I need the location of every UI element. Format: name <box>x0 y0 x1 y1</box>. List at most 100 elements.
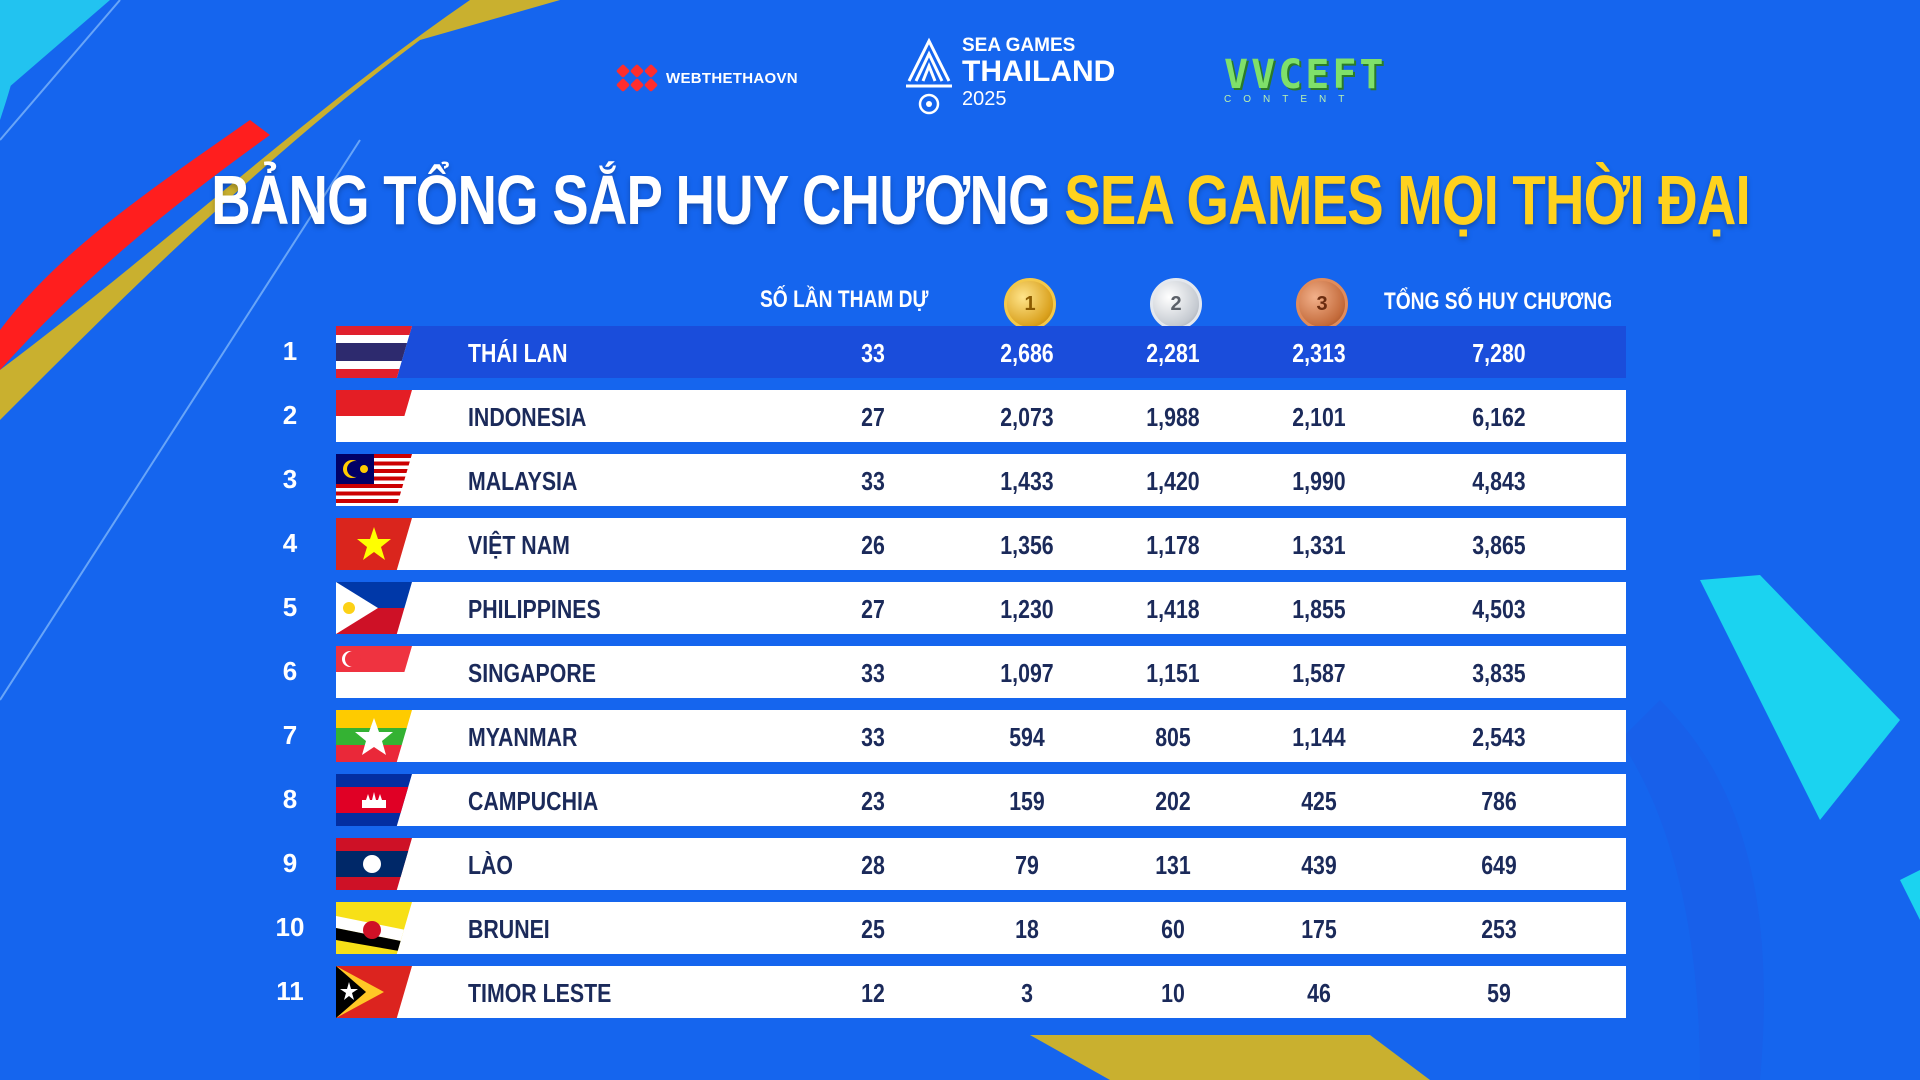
vvceft-logo-text: VVCEFT <box>1224 52 1387 98</box>
webthethao-logo: WEBTHETHAOVN <box>615 63 798 93</box>
rank-number: 11 <box>276 976 304 1006</box>
page-title-white: BẢNG TỔNG SẮP HUY CHƯƠNG <box>211 161 1050 239</box>
table-header: SỐ LẦN THAM DỰ 1 2 3 TỔNG SỐ HUY CHƯƠNG <box>0 278 1920 330</box>
rank-number: 4 <box>282 528 298 558</box>
rank-number: 7 <box>282 720 298 750</box>
silver-cell: 202 <box>1155 786 1191 816</box>
flag-laos-icon <box>336 838 412 890</box>
participations-cell: 28 <box>861 850 885 880</box>
participations-cell: 27 <box>861 402 885 432</box>
row-background <box>336 646 1626 698</box>
bronze-cell: 425 <box>1301 786 1337 816</box>
silver-cell: 805 <box>1155 722 1191 752</box>
gold-cell: 79 <box>1015 850 1039 880</box>
sea-games-emblem-icon <box>906 37 952 115</box>
total-cell: 59 <box>1487 978 1511 1008</box>
bronze-cell: 2,313 <box>1292 338 1346 368</box>
sea-games-logo-line1: SEA GAMES <box>962 35 1076 56</box>
table-row: 4 VIỆT NAM 26 1,356 1,178 1,331 3,865 <box>0 518 1920 570</box>
country-name: LÀO <box>468 850 514 880</box>
table-row: 3 MALAYSIA 33 1,433 1,420 1,990 4,843 <box>0 454 1920 506</box>
silver-cell: 1,418 <box>1146 594 1200 624</box>
header-total: TỔNG SỐ HUY CHƯƠNG <box>1384 288 1613 315</box>
row-background <box>336 710 1626 762</box>
rank-number: 2 <box>282 400 298 430</box>
rank-number: 5 <box>282 592 298 622</box>
table-row: 10 BRUNEI 25 18 60 175 253 <box>0 902 1920 954</box>
silver-medal-icon: 2 <box>1150 278 1202 330</box>
webthethao-dots-icon <box>615 63 659 93</box>
table-row: 5 PHILIPPINES 27 1,230 1,418 1,855 4,503 <box>0 582 1920 634</box>
row-background <box>336 326 1626 378</box>
gold-cell: 159 <box>1009 786 1045 816</box>
row-background <box>336 774 1626 826</box>
row-background <box>336 582 1626 634</box>
bronze-cell: 1,990 <box>1292 466 1346 496</box>
gold-cell: 1,433 <box>1000 466 1054 496</box>
total-cell: 649 <box>1481 850 1517 880</box>
gold-cell: 3 <box>1021 978 1033 1008</box>
bronze-cell: 1,144 <box>1292 722 1346 752</box>
webthethao-logo-text: WEBTHETHAOVN <box>666 69 798 87</box>
country-name: INDONESIA <box>468 402 587 432</box>
participations-cell: 33 <box>861 722 885 752</box>
table-row: 9 LÀO 28 79 131 439 649 <box>0 838 1920 890</box>
table-row: 11 TIMOR LESTE 12 3 10 46 59 <box>0 966 1920 1018</box>
total-cell: 786 <box>1481 786 1517 816</box>
silver-cell: 1,420 <box>1146 466 1200 496</box>
bronze-cell: 1,855 <box>1292 594 1346 624</box>
page-title-yellow: SEA GAMES MỌI THỜI ĐẠI <box>1064 161 1750 239</box>
silver-cell: 1,151 <box>1146 658 1200 688</box>
flag-thailand-icon <box>336 326 412 378</box>
flag-myanmar-icon <box>336 710 412 762</box>
vvceft-logo: VVCEFT CONTENT <box>1224 52 1387 105</box>
sea-games-logo-line3: 2025 <box>962 88 1007 110</box>
gold-cell: 1,097 <box>1000 658 1054 688</box>
rank-number: 9 <box>282 848 298 878</box>
country-name: SINGAPORE <box>468 658 596 688</box>
flag-indonesia-icon <box>336 390 412 442</box>
silver-cell: 10 <box>1161 978 1185 1008</box>
gold-cell: 1,356 <box>1000 530 1054 560</box>
row-background <box>336 966 1626 1018</box>
table-row: 6 SINGAPORE 33 1,097 1,151 1,587 3,835 <box>0 646 1920 698</box>
row-background <box>336 902 1626 954</box>
rank-number: 10 <box>275 912 305 942</box>
header-logos: WEBTHETHAOVN SEA GAMES THAILAND 2025 VVC… <box>0 32 1920 122</box>
sea-games-logo-line2: THAILAND <box>962 55 1116 88</box>
silver-cell: 60 <box>1161 914 1185 944</box>
silver-cell: 1,178 <box>1146 530 1200 560</box>
participations-cell: 25 <box>861 914 885 944</box>
sea-games-logo: SEA GAMES THAILAND 2025 <box>904 36 1115 118</box>
flag-philippines-icon <box>336 582 412 634</box>
total-cell: 253 <box>1481 914 1517 944</box>
gold-cell: 18 <box>1015 914 1039 944</box>
gold-cell: 2,073 <box>1000 402 1054 432</box>
country-name: PHILIPPINES <box>468 594 601 624</box>
bronze-cell: 1,331 <box>1292 530 1346 560</box>
country-name: TIMOR LESTE <box>468 978 612 1008</box>
total-cell: 7,280 <box>1472 338 1526 368</box>
total-cell: 4,503 <box>1472 594 1526 624</box>
participations-cell: 33 <box>861 658 885 688</box>
silver-cell: 131 <box>1155 850 1191 880</box>
row-background <box>336 838 1626 890</box>
bronze-cell: 2,101 <box>1292 402 1346 432</box>
sea-games-logo-text: SEA GAMES THAILAND 2025 <box>962 36 1115 109</box>
bronze-cell: 46 <box>1307 978 1331 1008</box>
participations-cell: 26 <box>861 530 885 560</box>
participations-cell: 33 <box>861 338 885 368</box>
header-participations: SỐ LẦN THAM DỰ <box>760 286 929 313</box>
country-name: CAMPUCHIA <box>468 786 599 816</box>
gold-cell: 1,230 <box>1000 594 1054 624</box>
total-cell: 3,835 <box>1472 658 1526 688</box>
table-row: 8 CAMPUCHIA 23 159 202 425 786 <box>0 774 1920 826</box>
gold-cell: 2,686 <box>1000 338 1054 368</box>
vvceft-logo-subtext: CONTENT <box>1224 94 1357 105</box>
participations-cell: 27 <box>861 594 885 624</box>
bronze-medal-icon: 3 <box>1296 278 1348 330</box>
rank-number: 1 <box>282 336 298 366</box>
page-title: BẢNG TỔNG SẮP HUY CHƯƠNG SEA GAMES MỌI T… <box>211 160 1750 240</box>
table-row: 1 THÁI LAN 33 2,686 2,281 2,313 7,280 <box>0 326 1920 378</box>
